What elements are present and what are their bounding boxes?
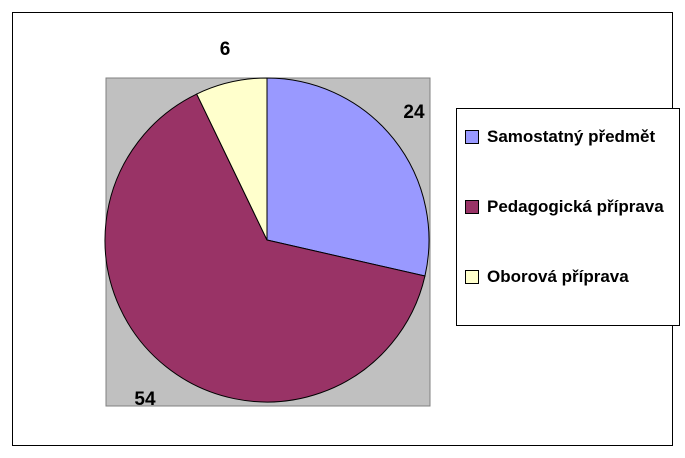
- legend-label: Pedagogická příprava: [487, 197, 664, 216]
- legend: Samostatný předmět Pedagogická příprava Ob…: [456, 108, 680, 326]
- data-label: 54: [134, 389, 156, 410]
- legend-swatch: [465, 270, 479, 284]
- legend-label: Oborová příprava: [487, 267, 629, 286]
- legend-label: Samostatný předmět: [487, 127, 656, 146]
- legend-item: Oborová příprava: [465, 263, 673, 291]
- data-label: 24: [403, 102, 425, 123]
- pie-slice: [104, 93, 426, 403]
- legend-swatch: [465, 200, 479, 214]
- legend-swatch: [465, 130, 479, 144]
- legend-item: Samostatný předmět: [465, 123, 673, 151]
- pie-slice: [266, 77, 430, 277]
- pie-slice: [196, 77, 268, 241]
- legend-item: Pedagogická příprava: [465, 193, 673, 221]
- data-label: 6: [220, 39, 231, 60]
